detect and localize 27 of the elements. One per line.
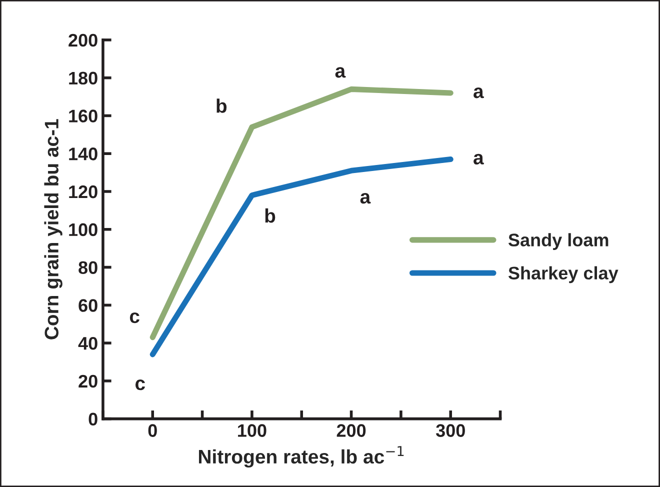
x-axis-title: Nitrogen rates, lb ac$^{−1}$ — [198, 446, 404, 468]
x-tick-label: 200 — [336, 424, 366, 437]
x-tick-label: 0 — [148, 424, 157, 437]
y-tick-label: 20 — [78, 374, 98, 388]
y-tick-label: 200 — [68, 34, 98, 47]
y-tick-label: 40 — [78, 336, 98, 350]
annotation: c — [130, 312, 140, 324]
legend-label: Sharkey clay — [508, 266, 618, 284]
x-tick-label: 300 — [436, 424, 465, 437]
annotation: b — [216, 98, 227, 113]
y-tick-label: 120 — [69, 185, 98, 198]
y-tick-label: 100 — [69, 223, 98, 236]
annotation: b — [265, 208, 276, 223]
y-tick-label: 60 — [78, 299, 98, 312]
annotation: a — [335, 67, 346, 78]
x-tick-label: 100 — [238, 424, 266, 437]
annotation: a — [360, 192, 371, 204]
y-tick-label: 160 — [69, 110, 98, 122]
annotation: a — [474, 154, 484, 165]
annotation: a — [474, 88, 484, 98]
legend-label: Sandy loam — [508, 233, 608, 250]
y-tick-label: 80 — [78, 261, 98, 274]
y-axis-title: Corn grain yield bu ac-1 — [44, 119, 62, 340]
annotation: c — [135, 380, 145, 390]
y-tick-label: 180 — [69, 72, 98, 85]
y-tick-label: 140 — [69, 148, 98, 160]
y-tick-label: 0 — [88, 412, 98, 426]
